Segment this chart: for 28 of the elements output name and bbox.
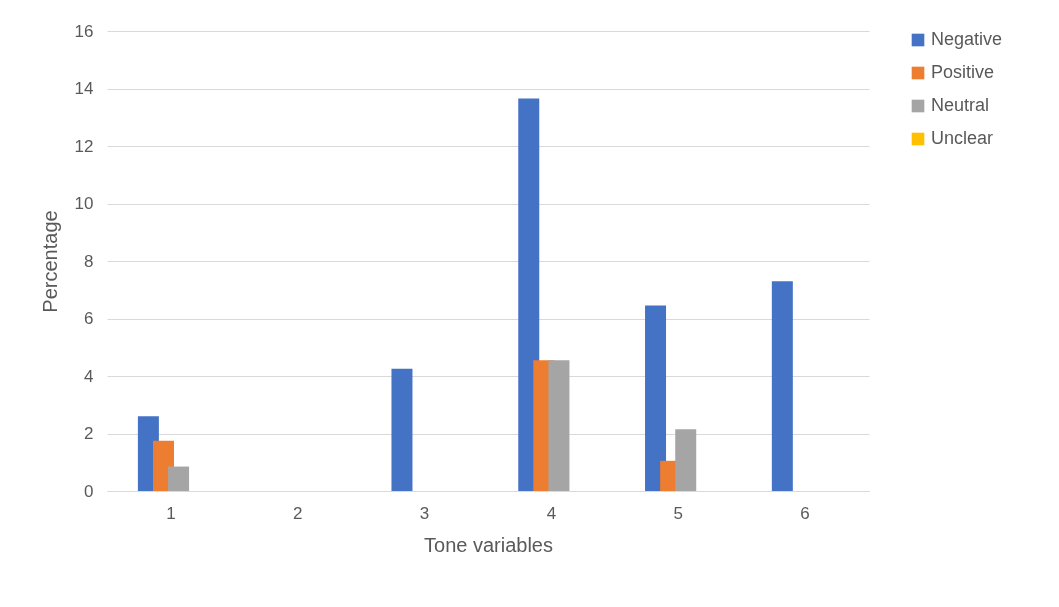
x-tick-label: 1 (166, 503, 176, 523)
legend-label: Negative (931, 29, 1003, 49)
x-tick-label: 6 (800, 503, 810, 523)
x-tick-label: 3 (419, 503, 430, 523)
bar (675, 429, 697, 491)
y-tick-label: 14 (74, 79, 94, 98)
y-axis-title: Percentage (38, 210, 61, 313)
y-tick-label: 0 (84, 481, 94, 501)
y-tick-label: 16 (74, 21, 94, 41)
bar (518, 98, 540, 491)
x-tick-label: 5 (673, 503, 683, 523)
legend-label: Positive (931, 62, 995, 82)
legend-label: Unclear (931, 128, 994, 148)
x-axis-title: Tone variables (424, 533, 553, 556)
bar (548, 360, 570, 491)
legend-label: Neutral (931, 95, 990, 115)
y-tick-label: 12 (74, 136, 94, 156)
x-tick-label: 2 (293, 503, 303, 523)
x-tick-label: 4 (546, 503, 557, 523)
y-tick-label: 2 (84, 424, 94, 443)
y-tick-label: 4 (84, 366, 94, 386)
y-tick-label: 6 (84, 309, 94, 328)
bar (168, 466, 190, 491)
bar (645, 305, 667, 491)
bar (391, 368, 413, 491)
y-tick-label: 8 (84, 251, 94, 271)
bar (771, 281, 793, 491)
y-tick-label: 10 (74, 194, 94, 213)
